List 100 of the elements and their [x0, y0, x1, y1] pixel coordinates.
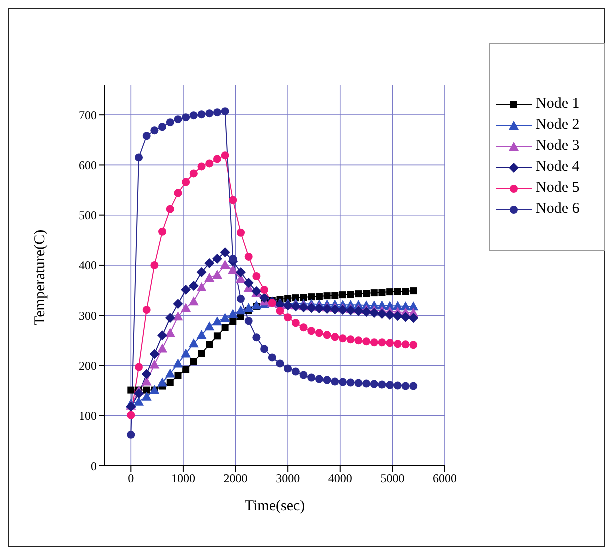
point: [188, 296, 199, 306]
point: [410, 288, 418, 295]
point: [230, 318, 237, 326]
point: [190, 358, 198, 366]
point: [315, 375, 324, 384]
point: [236, 306, 246, 315]
point: [292, 368, 300, 376]
point: [378, 338, 386, 347]
point: [237, 228, 245, 237]
point: [394, 382, 402, 390]
point: [292, 319, 300, 328]
point: [268, 354, 276, 362]
x-tick-label: 6000: [433, 472, 457, 486]
point: [158, 228, 167, 236]
point: [165, 328, 176, 338]
point: [228, 309, 238, 318]
point: [196, 267, 207, 278]
x-tick-label: 4000: [328, 472, 352, 486]
point: [338, 305, 348, 316]
point: [292, 294, 300, 302]
point: [220, 313, 230, 322]
point: [362, 380, 371, 388]
point: [355, 290, 362, 298]
point: [165, 313, 176, 324]
point: [410, 341, 418, 350]
point: [128, 386, 135, 394]
y-tick-label: 100: [79, 409, 97, 424]
point: [166, 379, 174, 386]
point: [206, 160, 214, 168]
point: [204, 273, 215, 282]
point: [362, 307, 372, 318]
point: [252, 272, 261, 281]
point: [150, 126, 159, 135]
point: [408, 302, 419, 311]
point: [324, 292, 331, 300]
point: [182, 366, 190, 374]
point: [402, 288, 410, 296]
y-axis-title: Temperature(C): [32, 230, 48, 326]
point: [182, 114, 190, 122]
point: [134, 388, 144, 399]
point: [196, 330, 207, 340]
x-tick-label: 1000: [171, 472, 196, 486]
point: [244, 317, 253, 326]
point: [323, 376, 332, 384]
point: [354, 379, 363, 388]
point: [408, 313, 419, 324]
y-tick-label: 0: [91, 459, 97, 474]
point: [212, 316, 222, 326]
point: [237, 295, 245, 304]
point: [314, 304, 324, 314]
point: [331, 333, 340, 342]
legend-label: Node 3: [536, 138, 580, 155]
point: [174, 116, 182, 124]
y-tick-label: 400: [79, 258, 97, 273]
point: [370, 290, 378, 297]
x-tick-label: 0: [128, 472, 134, 486]
point: [213, 108, 222, 117]
point: [196, 282, 207, 292]
point: [127, 411, 136, 420]
point: [340, 292, 346, 299]
point: [300, 324, 308, 332]
legend-label: Node 4: [536, 159, 580, 176]
point: [284, 314, 292, 322]
point: [323, 331, 332, 340]
point: [142, 392, 152, 401]
point: [400, 312, 411, 322]
point: [378, 289, 386, 296]
point: [402, 382, 410, 390]
point: [142, 376, 152, 386]
point: [198, 110, 206, 119]
point: [308, 327, 316, 336]
point: [221, 152, 230, 160]
point: [166, 205, 174, 214]
point: [276, 307, 284, 316]
point: [173, 299, 184, 310]
point: [150, 261, 159, 270]
point: [181, 285, 192, 296]
point: [284, 364, 292, 373]
point: [158, 378, 168, 387]
point: [385, 310, 396, 320]
point: [188, 338, 199, 348]
x-tick-label: 3000: [276, 472, 300, 486]
point: [181, 348, 192, 358]
point: [142, 306, 151, 314]
point: [306, 303, 317, 314]
point: [331, 378, 340, 386]
point: [332, 292, 339, 300]
point: [300, 371, 308, 380]
legend-label: Node 1: [536, 96, 580, 113]
point: [322, 304, 332, 314]
point: [363, 290, 370, 298]
point: [127, 430, 136, 439]
point: [339, 378, 347, 386]
point: [182, 178, 190, 186]
point: [212, 270, 222, 279]
point: [378, 380, 386, 389]
point: [386, 288, 394, 296]
point: [181, 303, 192, 312]
point: [377, 309, 388, 320]
point: [346, 336, 355, 344]
